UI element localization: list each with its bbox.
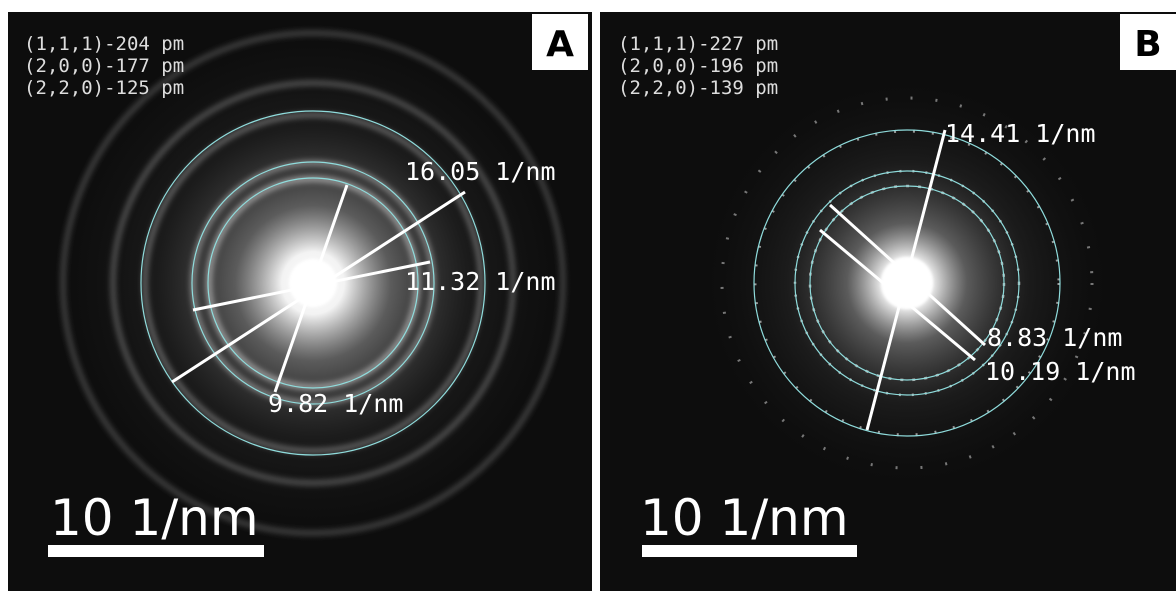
ring-label: 11.32 1/nm bbox=[405, 267, 556, 296]
d-spacing: (2,0,0)-177 pm bbox=[24, 55, 184, 77]
d-spacing: (2,2,0)-139 pm bbox=[618, 77, 778, 99]
ring-label: 16.05 1/nm bbox=[405, 157, 556, 186]
scale-bar-label: 10 1/nm bbox=[640, 489, 849, 547]
panel-label: B bbox=[1134, 24, 1161, 65]
d-spacing: (1,1,1)-204 pm bbox=[24, 33, 184, 55]
panel-a: (1,1,1)-204 pm (2,0,0)-177 pm (2,2,0)-12… bbox=[8, 12, 592, 591]
scale-bar bbox=[48, 545, 264, 557]
d-spacing: (1,1,1)-227 pm bbox=[618, 33, 778, 55]
central-spot bbox=[881, 257, 933, 309]
d-spacing: (2,0,0)-196 pm bbox=[618, 55, 778, 77]
ring-label: 9.82 1/nm bbox=[268, 389, 403, 418]
ring-label: 10.19 1/nm bbox=[985, 357, 1136, 386]
figure: (1,1,1)-204 pm (2,0,0)-177 pm (2,2,0)-12… bbox=[0, 0, 1176, 591]
panel-label: A bbox=[546, 24, 574, 65]
ring-label: 14.41 1/nm bbox=[945, 119, 1096, 148]
scale-bar bbox=[642, 545, 857, 557]
scale-bar-label: 10 1/nm bbox=[50, 489, 259, 547]
d-spacing: (2,2,0)-125 pm bbox=[24, 77, 184, 99]
panel-b: (1,1,1)-227 pm (2,0,0)-196 pm (2,2,0)-13… bbox=[600, 12, 1176, 591]
ring-label: 8.83 1/nm bbox=[987, 323, 1122, 352]
central-spot bbox=[289, 259, 337, 307]
